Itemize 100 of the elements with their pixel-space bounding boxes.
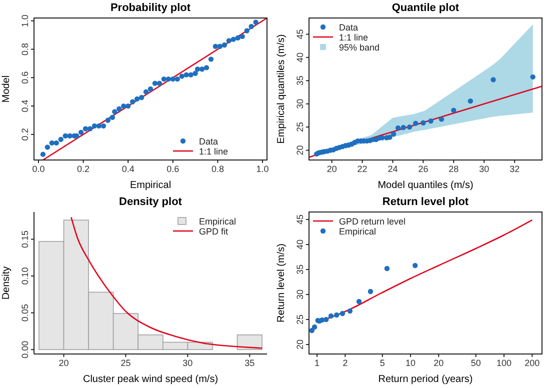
legend-label: Empirical: [339, 226, 376, 236]
y-tick-label: 0.10: [20, 267, 30, 285]
point: [208, 56, 214, 62]
y-tick-label: 0.15: [20, 230, 30, 248]
legend-label: 1:1 line: [199, 146, 228, 156]
point: [179, 74, 184, 79]
point: [92, 123, 98, 129]
point: [490, 77, 496, 82]
y-tick-label: 25: [295, 314, 305, 325]
point: [67, 133, 72, 138]
y-tick-label: 25: [295, 122, 305, 132]
y-tick-label: 0.2: [20, 128, 30, 141]
point: [62, 133, 68, 138]
point: [248, 24, 254, 30]
point: [112, 109, 118, 114]
point: [152, 80, 158, 86]
point: [148, 86, 154, 92]
x-tick-label: 0.4: [122, 164, 134, 174]
y-tick-label: 30: [295, 98, 305, 109]
x-tick-label: 0.6: [166, 164, 180, 174]
x-tick-label: 24: [388, 164, 398, 174]
point: [121, 103, 126, 109]
annotation: 95% band: [339, 42, 380, 52]
x-axis-title: Cluster peak wind speed (m/s): [82, 374, 218, 385]
chart-title: Quantile plot: [392, 2, 460, 14]
x-tick-label: 1.0: [256, 164, 269, 174]
point: [166, 76, 172, 82]
y-tick-label: 20: [295, 339, 305, 350]
point: [44, 144, 50, 150]
point: [226, 38, 232, 44]
y-axis-title: Return level (m/s): [276, 244, 287, 322]
point: [212, 44, 218, 49]
x-axis-title: Empirical: [130, 180, 172, 191]
legend-label: Empirical: [199, 216, 236, 226]
point: [400, 124, 406, 130]
point: [138, 94, 144, 100]
point: [184, 72, 189, 78]
point: [395, 125, 401, 131]
legend-label: Data: [339, 22, 358, 32]
point: [54, 140, 60, 146]
x-tick-label: 100: [496, 358, 512, 368]
x-axis-title: Return period (years): [378, 374, 473, 385]
point: [116, 106, 122, 112]
x-tick-label: 28: [448, 164, 459, 174]
y-tick-label: 0.00: [20, 340, 30, 358]
x-tick-label: 20: [58, 358, 69, 368]
y-tick-label: 0.6: [20, 71, 30, 84]
x-tick-label: 50: [470, 358, 481, 368]
point: [174, 76, 180, 82]
point: [188, 72, 194, 78]
x-tick-label: 20: [326, 164, 337, 174]
point: [406, 124, 412, 130]
x-tick-label: 200: [524, 358, 540, 368]
point: [530, 74, 536, 80]
point: [78, 130, 84, 135]
x-tick-label: 25: [120, 358, 131, 368]
point: [58, 136, 64, 142]
y-tick-label: 1.0: [20, 14, 30, 28]
point: [110, 114, 116, 120]
x-tick-label: 20: [434, 358, 444, 368]
point: [194, 66, 200, 72]
x-tick-label: 22: [357, 164, 368, 174]
point: [49, 140, 55, 146]
point: [125, 103, 131, 109]
y-tick-label: 30: [295, 289, 305, 300]
chart-title: Density plot: [119, 196, 182, 208]
y-tick-label: 20: [295, 145, 305, 156]
x-tick-label: 2: [342, 358, 348, 368]
x-tick-label: 0.2: [77, 164, 90, 174]
point: [230, 36, 236, 42]
x-tick-label: 10: [406, 358, 416, 368]
line-series: [308, 86, 543, 158]
point: [87, 126, 93, 132]
point: [156, 80, 162, 86]
y-axis-title: Density: [1, 266, 12, 300]
chart-title: Probability plot: [110, 2, 191, 14]
legend-label: GPD fit: [199, 226, 229, 236]
point: [100, 123, 106, 129]
point: [438, 116, 444, 122]
point: [96, 123, 102, 129]
point: [235, 35, 240, 40]
point: [161, 76, 167, 82]
x-tick-label: 35: [244, 358, 255, 368]
legend-label: Data: [199, 136, 218, 146]
y-axis-title: Empirical quantiles (m/s): [276, 34, 287, 144]
point: [222, 42, 228, 48]
y-tick-label: 0.4: [20, 100, 30, 112]
point: [199, 66, 205, 72]
point: [390, 131, 396, 137]
point: [253, 20, 258, 25]
point: [130, 99, 136, 104]
point: [387, 134, 392, 140]
point: [451, 108, 456, 113]
x-tick-label: 0.8: [211, 164, 224, 174]
y-tick-label: 45: [295, 214, 305, 225]
point: [40, 152, 46, 157]
point: [134, 96, 140, 102]
legend-label: 1:1 line: [339, 32, 368, 42]
point: [413, 120, 418, 126]
point: [192, 70, 198, 76]
